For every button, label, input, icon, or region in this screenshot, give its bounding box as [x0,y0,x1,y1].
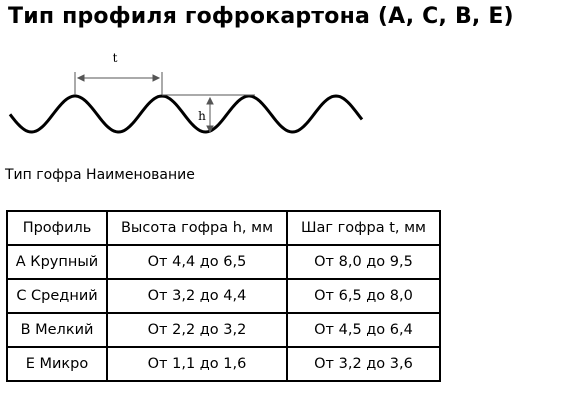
wave [8,94,364,134]
header-row: Профиль Высота гофра h, мм Шаг гофра t, мм [7,211,440,245]
table-cell: В Мелкий [7,313,107,347]
table-cell: От 3,2 до 4,4 [107,279,287,313]
table-cell: Е Микро [7,347,107,381]
dimension-lines [74,72,255,134]
table-cell: С Средний [7,279,107,313]
title: Тип профиля гофрокартона (A, C, B, E) [8,4,514,29]
table-row: А Крупный От 4,4 до 6,5 От 8,0 до 9,5 [7,245,440,279]
table-cell: Высота гофра h, мм [107,211,287,245]
caption: Тип гофра Наименование [5,167,195,183]
profile-table: Профиль Высота гофра h, мм Шаг гофра t, мм… [6,210,441,382]
table-cell: Шаг гофра t, мм [287,211,440,245]
table-cell: А Крупный [7,245,107,279]
corrugation-diagram: t h [8,51,364,134]
table-row: В Мелкий От 2,2 до 3,2 От 4,5 до 6,4 [7,313,440,347]
table-cell: От 6,5 до 8,0 [287,279,440,313]
table-cell: От 4,4 до 6,5 [107,245,287,279]
table-cell: От 1,1 до 1,6 [107,347,287,381]
table-cell: От 3,2 до 3,6 [287,347,440,381]
table-cell: От 8,0 до 9,5 [287,245,440,279]
table-cell: От 2,2 до 3,2 [107,313,287,347]
height-label: h [198,109,206,123]
table-cell: Профиль [7,211,107,245]
table-cell: От 4,5 до 6,4 [287,313,440,347]
table-row: С Средний От 3,2 до 4,4 От 6,5 до 8,0 [7,279,440,313]
pitch-label: t [113,51,118,65]
table-row: Е Микро От 1,1 до 1,6 От 3,2 до 3,6 [7,347,440,381]
